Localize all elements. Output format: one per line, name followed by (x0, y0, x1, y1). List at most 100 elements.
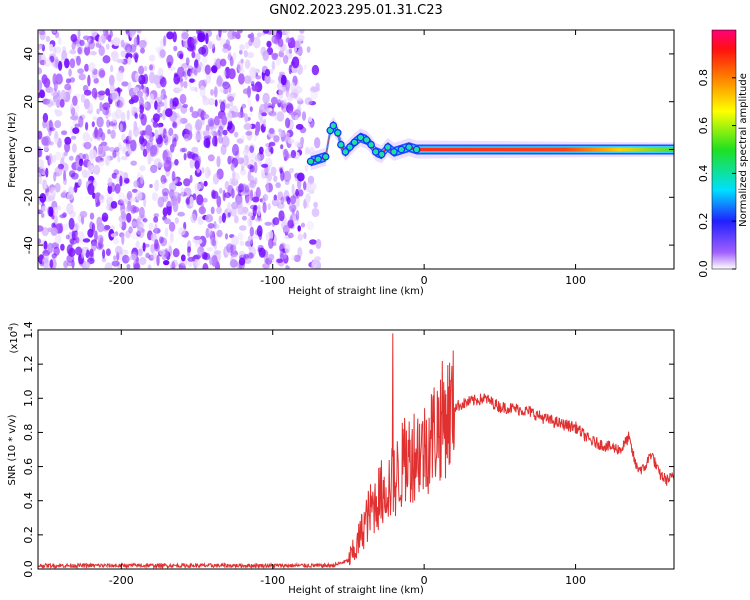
noise-speckle (140, 174, 144, 185)
noise-speckle (129, 253, 137, 261)
noise-speckle (191, 51, 196, 59)
noise-speckle (201, 167, 205, 174)
noise-speckle (250, 32, 255, 43)
noise-speckle (63, 170, 67, 181)
noise-speckle (38, 238, 41, 245)
noise-speckle (303, 232, 307, 240)
noise-speckle (262, 202, 267, 214)
noise-speckle (189, 159, 195, 169)
colorbar: 0.0 0.2 0.4 0.6 0.8 Normalized spectral ampl… (697, 29, 749, 278)
noise-speckle (111, 172, 118, 179)
noise-speckle (102, 55, 111, 64)
y-tick-label: 0.6 (22, 458, 35, 476)
noise-speckle (93, 77, 99, 84)
noise-speckle (39, 164, 45, 169)
noise-speckle (42, 112, 49, 123)
noise-speckle (227, 96, 235, 102)
noise-speckle (244, 59, 251, 70)
noise-speckle (221, 30, 228, 33)
noise-speckle (126, 46, 132, 54)
noise-speckle (233, 215, 239, 224)
noise-speckle (295, 96, 304, 102)
noise-speckle (230, 250, 239, 258)
noise-speckle (193, 235, 202, 241)
noise-speckle (82, 35, 91, 41)
noise-speckle (190, 213, 197, 224)
noise-speckle (172, 31, 177, 43)
noise-speckle (92, 116, 98, 121)
noise-speckle (314, 137, 321, 149)
noise-speckle (251, 80, 255, 87)
noise-speckle (262, 50, 270, 61)
noise-speckle (213, 250, 222, 255)
noise-speckle (216, 195, 222, 208)
noise-speckle (99, 30, 104, 33)
noise-speckle (310, 182, 317, 191)
noise-speckle (290, 213, 298, 222)
noise-speckle (89, 149, 97, 160)
noise-speckle (160, 76, 167, 88)
noise-speckle (290, 254, 296, 262)
noise-speckle (117, 96, 125, 109)
noise-speckle (280, 170, 285, 182)
noise-speckle (306, 220, 314, 231)
noise-speckle (85, 121, 89, 131)
noise-speckle (191, 38, 197, 45)
noise-speckle (247, 235, 254, 245)
noise-speckle (245, 210, 252, 215)
noise-speckle (157, 67, 164, 80)
noise-speckle (189, 78, 195, 83)
noise-speckle (269, 230, 274, 240)
noise-speckle (79, 210, 88, 218)
noise-speckle (111, 50, 119, 62)
noise-speckle (106, 197, 110, 205)
noise-speckle (157, 196, 165, 208)
noise-speckle (103, 30, 107, 37)
colorbar-tick-label: 0.2 (697, 212, 710, 230)
noise-speckle (204, 166, 211, 179)
noise-speckle (197, 216, 204, 226)
noise-speckle (248, 252, 254, 259)
noise-speckle (307, 175, 315, 185)
noise-speckle (96, 222, 105, 233)
noise-speckle (237, 30, 243, 34)
noise-speckle (112, 125, 117, 130)
noise-speckle (183, 81, 188, 89)
noise-speckle (136, 30, 142, 34)
noise-speckle (68, 68, 72, 77)
noise-speckle (105, 30, 109, 41)
snr-series-line (38, 333, 674, 569)
noise-speckle (160, 174, 167, 185)
noise-speckle (38, 225, 44, 232)
noise-speckle (286, 93, 293, 102)
noise-speckle (158, 113, 163, 118)
noise-speckle (147, 155, 152, 165)
noise-speckle (287, 232, 294, 239)
noise-speckle (172, 122, 178, 129)
noise-speckle (175, 115, 183, 125)
noise-speckle (172, 248, 180, 258)
noise-speckle (209, 230, 214, 241)
noise-speckle (83, 141, 92, 150)
noise-speckle (58, 36, 62, 45)
noise-speckle (132, 52, 139, 60)
noise-speckle (258, 230, 263, 241)
noise-speckle (54, 166, 63, 177)
noise-speckle (133, 37, 138, 48)
noise-speckle (132, 86, 140, 94)
noise-speckle (82, 238, 91, 243)
noise-speckle (244, 185, 250, 193)
noise-speckle (104, 154, 111, 167)
noise-speckle (167, 61, 172, 69)
noise-speckle (171, 259, 179, 268)
noise-speckle (202, 197, 208, 203)
noise-speckle (120, 249, 129, 255)
noise-speckle (277, 191, 284, 201)
noise-speckle (222, 189, 226, 202)
noise-speckle (41, 205, 48, 212)
noise-speckle (193, 259, 201, 269)
noise-speckle (124, 43, 133, 54)
noise-speckle (263, 256, 269, 265)
noise-speckle (169, 98, 173, 105)
